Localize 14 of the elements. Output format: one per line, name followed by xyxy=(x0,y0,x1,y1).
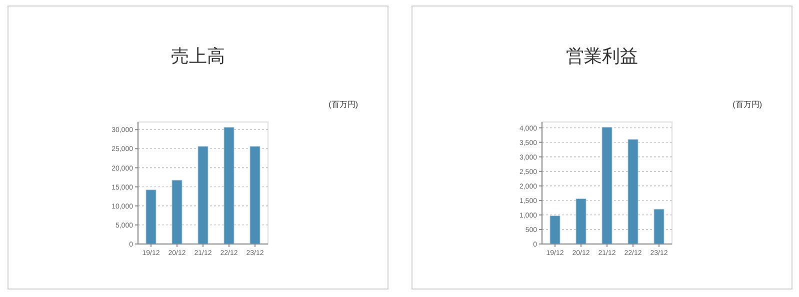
text: (百万円) xyxy=(328,100,358,109)
bar xyxy=(224,127,234,244)
bar xyxy=(172,180,182,244)
bar xyxy=(146,190,156,244)
bar xyxy=(576,198,586,244)
bar xyxy=(654,208,664,244)
chart-title: 営業利益 xyxy=(566,46,638,66)
bar xyxy=(628,139,638,244)
bar xyxy=(198,146,208,244)
bar xyxy=(602,126,612,244)
bar xyxy=(250,146,260,244)
bar xyxy=(550,216,560,244)
text: (百万円) xyxy=(732,100,762,109)
chart-title: 売上高 xyxy=(171,46,225,66)
